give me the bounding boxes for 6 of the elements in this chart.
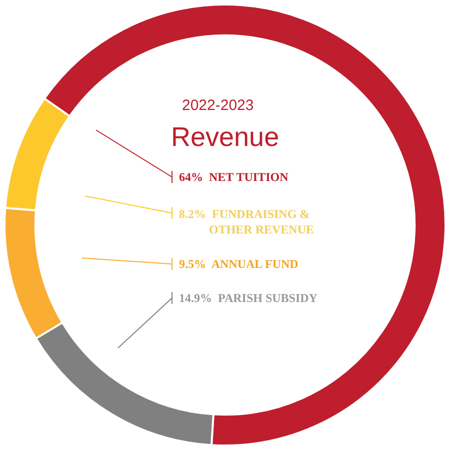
text: 2022-2023: [182, 97, 254, 114]
slice-label: 14.9% PARISH SUBSIDY: [179, 291, 318, 305]
slice-label: 9.5% ANNUAL FUND: [179, 257, 299, 271]
slice-label: 64% NET TUITION: [179, 170, 289, 184]
slice-label: 8.2% FUNDRAISING & OTHER REVENUE: [179, 207, 314, 237]
text: Revenue: [171, 122, 280, 152]
